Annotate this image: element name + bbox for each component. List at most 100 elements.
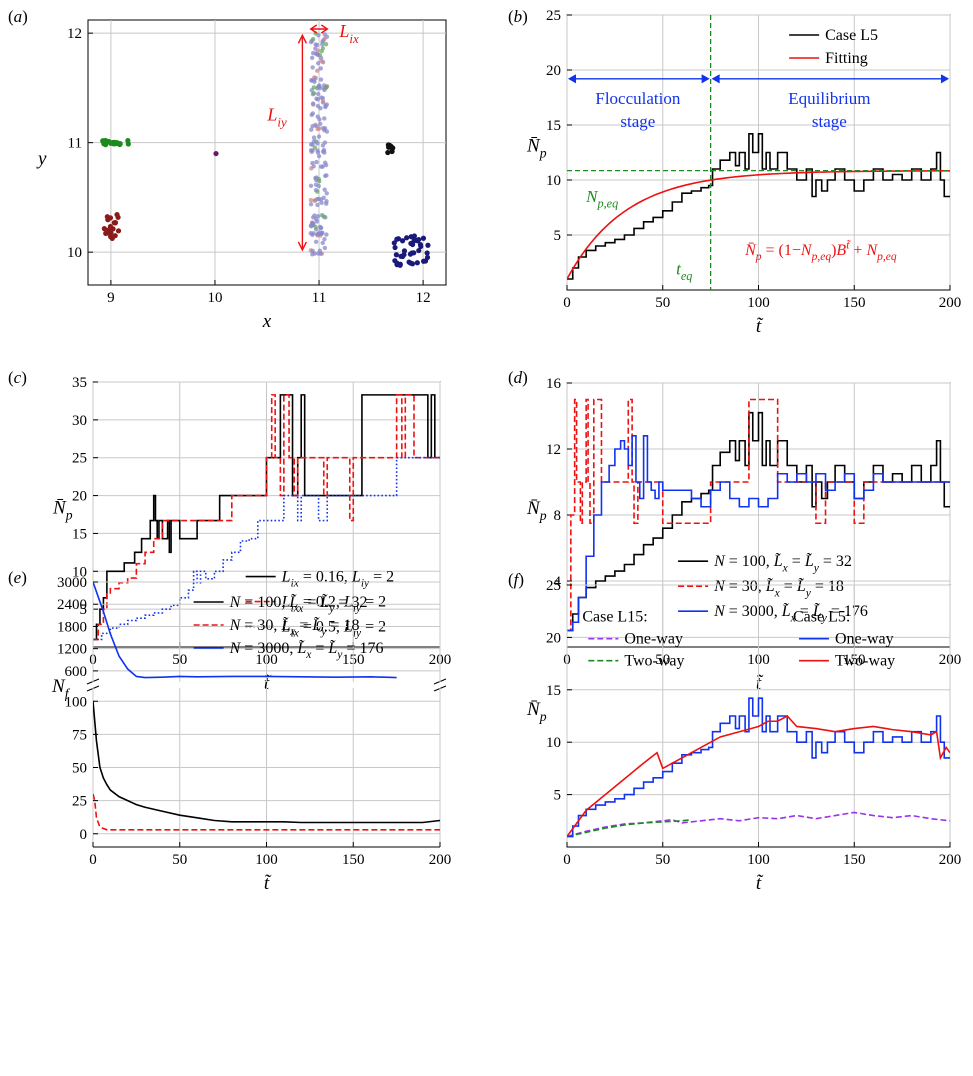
legend-label: N = 3000, L̃x = L̃y = 176 [713,603,868,625]
particle [322,245,328,251]
y-axis-label: y [36,149,47,170]
y-tick-label: 1800 [57,619,87,635]
legend-label: Lix = 0.5, Liy = 2 [281,619,387,640]
particle [314,159,319,165]
particle [315,202,320,208]
y-tick-label: 10 [67,245,82,261]
y-tick-label: 600 [65,664,88,680]
legend-label: Lix = 0.2, Liy = 2 [281,594,387,615]
x-tick-label: 200 [429,852,452,868]
legend-label: One-way [624,631,683,648]
legend-label: N = 3000, L̃x = L̃y = 176 [229,639,384,661]
y-tick-label: 4 [554,574,562,590]
particle [324,199,329,204]
panel-label: (e) [8,568,27,587]
particle [318,251,323,256]
stage2-label: stage [812,112,847,131]
x-tick-label: 150 [342,852,365,868]
arrow-head [711,74,720,84]
particle [399,238,406,244]
arrow-head [320,24,329,34]
particle [113,140,120,146]
panel-f: 0 50 100 150 200 5 10 15 20 25 (f) t̃ N̄p Case L15: On… [508,570,961,894]
x-tick-label: 150 [843,295,866,311]
panel-e: 0 50 100 150 200 600 1200 1800 2400 3000 0 25 50 75 10… [8,568,451,894]
particle [316,176,322,182]
particle [308,142,314,147]
particle [309,55,315,61]
particle [315,103,321,109]
particle [311,85,316,90]
particle [322,116,327,121]
particle [425,242,431,248]
particle [313,188,319,193]
particle [324,232,329,237]
x-tick-label: 150 [843,852,866,868]
liy-label: Liy [266,105,287,130]
particle [401,248,408,254]
particle [313,224,318,230]
particle [420,258,427,264]
particle [410,241,416,248]
particle [109,235,115,242]
stage1-label: stage [620,112,655,131]
particle [115,228,122,234]
particle [424,250,430,256]
legend-label: Case L5 [825,27,878,44]
particle [315,68,320,73]
particle [213,150,219,157]
series-line [567,133,950,280]
x-axis-label: t̃ [264,873,272,894]
y-tick-label: 15 [72,526,87,542]
particle [411,250,417,256]
particle [322,126,328,131]
x-axis-label: t̃ [756,673,764,694]
break-gap [436,682,450,688]
particle [317,83,322,88]
particle [311,139,317,144]
particle [418,243,424,249]
particle [320,164,325,169]
break-gap [85,682,97,688]
arrow-head [297,241,308,252]
particle [308,197,314,203]
particle [322,140,328,145]
particle [310,37,316,42]
y-tick-label: 100 [65,694,88,710]
particle [416,247,422,254]
particle [407,260,414,266]
x-tick-label: 0 [89,852,97,868]
particle [322,36,327,41]
legend-group-title: Case L5: [793,609,850,626]
y-tick-label: 12 [546,442,561,458]
particle [315,148,320,153]
particle [414,260,420,266]
y-tick-label: 8 [554,508,562,524]
x-tick-label: 10 [207,290,222,306]
lix-label: Lix [338,21,359,46]
particle [317,230,322,235]
x-tick-label: 12 [416,290,431,306]
particle [313,46,318,51]
x-tick-label: 100 [747,852,770,868]
particle [316,153,322,159]
particle [311,91,317,96]
series-line [567,818,692,838]
x-tick-label: 100 [255,852,278,868]
y-tick-label: 1200 [57,642,87,658]
x-tick-label: 100 [747,295,770,311]
y-tick-label: 15 [546,683,561,699]
x-axis-label: t̃ [756,873,764,894]
legend-label: Fitting [825,50,868,67]
y-tick-label: 15 [546,118,561,134]
particle [398,253,404,259]
x-tick-label: 11 [312,290,326,306]
particle [112,220,118,226]
x-tick-label: 50 [655,852,670,868]
particle [415,238,421,244]
arrow-head [567,74,577,84]
particle [389,148,395,154]
particle [324,84,329,90]
particle [320,240,325,246]
particle [322,187,327,192]
